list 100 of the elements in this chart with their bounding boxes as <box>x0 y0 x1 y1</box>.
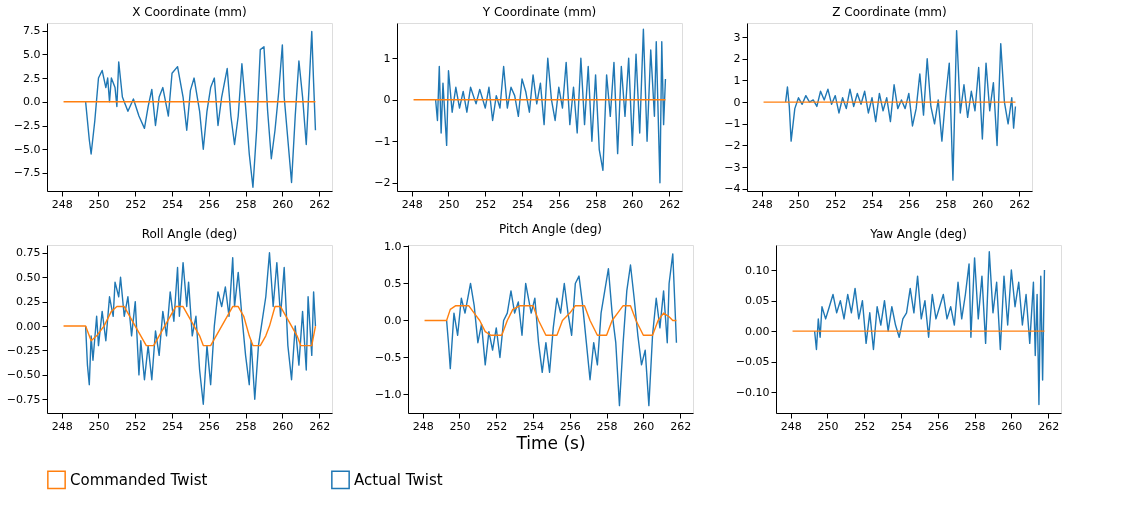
x-tick-label: 256 <box>927 419 949 433</box>
x-tick-label: 254 <box>162 197 184 211</box>
legend-label: Commanded Twist <box>70 470 208 489</box>
y-tick-label: 0.50 <box>16 270 41 284</box>
x-tick-label: 258 <box>935 197 957 211</box>
y-tick-label: 1 <box>383 51 391 65</box>
y-tick-label: 3 <box>733 30 741 44</box>
x-tick-label: 248 <box>51 197 73 211</box>
y-tick-label: 0 <box>383 93 391 107</box>
chart-title: X Coordinate (mm) <box>132 5 247 19</box>
y-tick-label: −0.05 <box>735 355 770 369</box>
y-tick-label: −0.10 <box>735 385 770 399</box>
x-tick-label: 250 <box>438 197 460 211</box>
chart-title: Pitch Angle (deg) <box>499 222 602 237</box>
x-tick-label: 256 <box>548 197 570 211</box>
x-tick-label: 248 <box>751 197 773 211</box>
y-tick-label: 2.5 <box>23 71 41 85</box>
x-tick-label: 252 <box>125 197 147 211</box>
y-tick-label: 0.75 <box>16 246 41 260</box>
x-tick-label: 256 <box>898 197 920 211</box>
x-tick-label: 260 <box>272 419 294 433</box>
x-tick-label: 252 <box>475 197 497 211</box>
x-tick-label: 260 <box>622 197 644 211</box>
x-tick-label: 254 <box>523 419 545 433</box>
x-tick-label: 250 <box>449 419 471 433</box>
x-tick-label: 256 <box>198 419 220 433</box>
x-tick-label: 256 <box>559 419 581 433</box>
x-tick-label: 254 <box>862 197 884 211</box>
x-tick-label: 262 <box>309 197 331 211</box>
x-tick-label: 260 <box>633 419 655 433</box>
y-tick-label: 0.00 <box>745 324 770 338</box>
x-tick-label: 258 <box>964 419 986 433</box>
x-tick-label: 256 <box>198 197 220 211</box>
line-series <box>813 251 1046 406</box>
y-tick-label: −3 <box>724 160 741 174</box>
x-tick-label: 258 <box>235 419 257 433</box>
y-tick-label: 5.0 <box>23 47 41 61</box>
x-tick-label: 260 <box>272 197 294 211</box>
chart-title: Z Coordinate (mm) <box>832 5 947 19</box>
y-tick-label: −2.5 <box>13 119 41 133</box>
y-tick-label: −0.25 <box>6 343 41 357</box>
y-tick-label: 0 <box>733 95 741 109</box>
line-series <box>84 30 317 188</box>
y-tick-label: 0.10 <box>745 263 770 277</box>
y-tick-label: 0.25 <box>16 295 41 309</box>
x-tick-label: 262 <box>659 197 681 211</box>
x-tick-label: 248 <box>51 419 73 433</box>
y-tick-label: 0.0 <box>384 313 402 327</box>
y-tick-label: 7.5 <box>23 24 41 38</box>
x-axis-title: Time (s) <box>515 432 586 453</box>
y-tick-label: −7.5 <box>13 166 41 180</box>
line-series <box>62 305 317 347</box>
x-tick-label: 250 <box>88 419 110 433</box>
x-tick-label: 260 <box>1001 419 1023 433</box>
y-tick-label: 0.05 <box>745 294 770 308</box>
x-tick-label: 262 <box>1038 419 1060 433</box>
x-tick-label: 250 <box>788 197 810 211</box>
y-tick-label: 1.0 <box>384 239 402 253</box>
x-tick-label: 262 <box>670 419 692 433</box>
y-tick-label: −0.50 <box>6 368 41 382</box>
y-tick-label: −0.75 <box>6 392 41 406</box>
legend-label: Actual Twist <box>354 470 443 489</box>
line-series <box>784 29 1017 181</box>
y-tick-label: −2 <box>374 176 391 190</box>
chart-title: Yaw Angle (deg) <box>869 227 967 241</box>
y-tick-label: −5.0 <box>13 142 41 156</box>
x-tick-label: 262 <box>1009 197 1031 211</box>
line-series <box>445 253 678 407</box>
x-tick-label: 260 <box>972 197 994 211</box>
chart-title: Roll Angle (deg) <box>141 227 238 241</box>
x-tick-label: 252 <box>825 197 847 211</box>
x-tick-label: 258 <box>596 419 618 433</box>
line-series <box>423 304 678 336</box>
x-tick-label: 248 <box>412 419 434 433</box>
line-series <box>434 28 667 184</box>
x-tick-label: 252 <box>486 419 508 433</box>
y-tick-label: 0.00 <box>16 319 41 333</box>
y-tick-label: 2 <box>733 52 741 66</box>
chart-title: Y Coordinate (mm) <box>481 5 597 19</box>
x-tick-label: 250 <box>817 419 839 433</box>
y-tick-label: 0.0 <box>23 95 41 109</box>
x-tick-label: 254 <box>512 197 534 211</box>
y-tick-label: 1 <box>733 73 741 87</box>
x-tick-label: 252 <box>125 419 147 433</box>
x-tick-label: 258 <box>235 197 257 211</box>
x-tick-label: 254 <box>891 419 913 433</box>
x-tick-label: 248 <box>780 419 802 433</box>
x-tick-label: 254 <box>162 419 184 433</box>
y-tick-label: −1 <box>374 134 391 148</box>
y-tick-label: −1 <box>724 117 741 131</box>
x-tick-label: 248 <box>401 197 423 211</box>
y-tick-label: −0.5 <box>374 350 402 364</box>
y-tick-label: −1.0 <box>374 388 402 401</box>
x-tick-label: 258 <box>585 197 607 211</box>
x-tick-label: 250 <box>88 197 110 211</box>
x-tick-label: 262 <box>309 419 331 433</box>
y-tick-label: −2 <box>724 138 741 152</box>
x-tick-label: 252 <box>854 419 876 433</box>
y-tick-label: −4 <box>724 182 741 196</box>
y-tick-label: 0.5 <box>384 276 402 290</box>
